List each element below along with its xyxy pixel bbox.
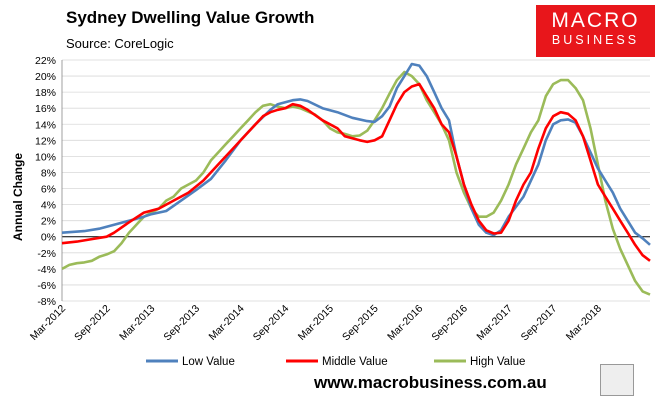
logo-line1: MACRO xyxy=(551,9,640,32)
y-tick-label: 16% xyxy=(35,103,56,115)
y-tick-label: 6% xyxy=(41,184,56,196)
y-tick-label: 18% xyxy=(35,87,56,99)
x-tick-label: Sep-2015 xyxy=(340,303,381,344)
y-tick-label: 4% xyxy=(41,200,56,212)
y-tick-label: 2% xyxy=(41,216,56,228)
x-tick-label: Mar-2015 xyxy=(296,303,336,343)
x-tick-label: Mar-2017 xyxy=(474,303,514,343)
website-url[interactable]: www.macrobusiness.com.au xyxy=(314,373,547,392)
legend-label-middle: Middle Value xyxy=(322,356,388,368)
x-tick-label: Sep-2017 xyxy=(519,303,560,344)
chart-source: Source: CoreLogic xyxy=(66,36,174,51)
y-tick-label: 12% xyxy=(35,135,56,147)
y-tick-label: 20% xyxy=(35,71,56,83)
series-lines xyxy=(61,62,651,296)
y-tick-label: 14% xyxy=(35,119,56,131)
x-tick-label: Mar-2016 xyxy=(385,303,425,343)
y-tick-label: 8% xyxy=(41,167,56,179)
y-tick-label: 10% xyxy=(35,151,56,163)
x-tick-label: Mar-2012 xyxy=(28,303,68,343)
legend-label-high: High Value xyxy=(470,356,525,368)
x-tick-label: Sep-2014 xyxy=(251,303,292,344)
series-line-low-value xyxy=(61,62,651,246)
chart-title: Sydney Dwelling Value Growth xyxy=(66,8,315,27)
y-axis-label: Annual Change xyxy=(11,153,25,241)
x-tick-label: Sep-2016 xyxy=(429,303,470,344)
y-tick-label: 22% xyxy=(35,55,56,67)
y-tick-label: -8% xyxy=(37,296,56,308)
x-axis-ticks: Mar-2012 Sep-2012 Mar-2013 Sep-2013 Mar-2014… xyxy=(28,303,604,344)
legend: Low Value Middle Value High Value xyxy=(146,356,525,368)
legend-label-low: Low Value xyxy=(182,356,235,368)
x-tick-label: Mar-2018 xyxy=(564,303,604,343)
x-tick-label: Mar-2014 xyxy=(206,303,246,343)
y-axis-ticks: 22% 20% 18% 16% 14% 12% 10% 8% 6% 4% 2% 0% -2% -4% -6%… xyxy=(35,55,56,308)
x-tick-label: Mar-2013 xyxy=(117,303,157,343)
logo-line2: BUSINESS xyxy=(551,33,640,47)
wolf-icon xyxy=(600,364,634,396)
y-tick-label: 0% xyxy=(41,232,56,244)
macrobusiness-logo[interactable]: MACRO BUSINESS xyxy=(536,5,655,57)
series-line-high-value xyxy=(61,70,651,296)
gridlines xyxy=(61,59,650,302)
x-tick-label: Sep-2012 xyxy=(72,303,113,344)
y-tick-label: -6% xyxy=(37,280,56,292)
series-line-middle-value xyxy=(61,82,651,262)
x-tick-label: Sep-2013 xyxy=(161,303,202,344)
y-tick-label: -4% xyxy=(37,264,56,276)
y-tick-label: -2% xyxy=(37,248,56,260)
